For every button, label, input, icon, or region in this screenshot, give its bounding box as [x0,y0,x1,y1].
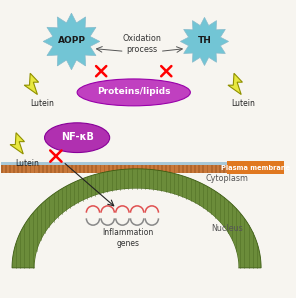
Bar [1,164,3,173]
Ellipse shape [77,79,190,106]
Bar [132,164,134,173]
Bar [182,164,184,173]
Bar [67,164,68,173]
Text: Inflammation
genes: Inflammation genes [102,228,154,248]
Bar [165,164,167,173]
Bar [141,164,143,173]
Bar [157,164,159,173]
Bar [13,164,15,173]
Bar [108,164,110,173]
Polygon shape [12,169,261,268]
Bar [87,164,89,173]
Bar [112,164,114,173]
Text: Proteins/lipids: Proteins/lipids [97,87,170,96]
Ellipse shape [45,123,110,153]
Text: Lutein: Lutein [16,159,40,168]
Bar [1,164,227,173]
Bar [219,164,221,173]
Bar [223,164,225,173]
Bar [194,164,196,173]
Bar [104,164,105,173]
Bar [58,164,60,173]
Bar [207,164,208,173]
Bar [116,164,118,173]
Polygon shape [10,133,25,154]
Text: Nucleus: Nucleus [211,224,243,233]
Text: NF-κB: NF-κB [61,132,94,142]
Bar [178,164,180,173]
Text: Plasma membrane: Plasma membrane [221,165,290,171]
Text: Oxidation
process: Oxidation process [123,34,162,54]
Text: TH: TH [197,35,211,44]
Bar [190,164,192,173]
Bar [128,164,130,173]
Bar [211,164,213,173]
Bar [227,161,284,174]
Bar [161,164,163,173]
Bar [136,164,139,173]
Text: Lutein: Lutein [30,100,54,108]
Bar [34,164,36,173]
Bar [50,164,52,173]
Bar [215,164,217,173]
Bar [21,164,23,173]
Bar [25,164,27,173]
Bar [202,164,204,173]
Bar [120,164,122,173]
Polygon shape [43,13,100,70]
Bar [75,164,77,173]
Bar [170,164,171,173]
Bar [91,164,93,173]
Bar [174,164,176,173]
Bar [5,164,7,173]
Bar [153,164,155,173]
Bar [71,164,73,173]
Bar [198,164,200,173]
Bar [42,164,44,173]
Bar [54,164,56,173]
Bar [79,164,81,173]
Bar [17,164,19,173]
Polygon shape [228,73,242,94]
Bar [149,164,151,173]
Text: AOPP: AOPP [57,35,86,44]
Bar [186,164,188,173]
Bar [99,164,101,173]
Bar [1,162,227,164]
Bar [83,164,85,173]
Bar [38,164,40,173]
Bar [9,164,11,173]
Bar [145,164,147,173]
Bar [95,164,97,173]
Bar [46,164,48,173]
Bar [30,164,31,173]
Text: Cytoplasm: Cytoplasm [206,174,249,183]
Bar [124,164,126,173]
Polygon shape [35,189,239,268]
Bar [62,164,64,173]
Polygon shape [24,73,38,94]
Polygon shape [181,17,229,66]
Text: Lutein: Lutein [231,100,255,108]
